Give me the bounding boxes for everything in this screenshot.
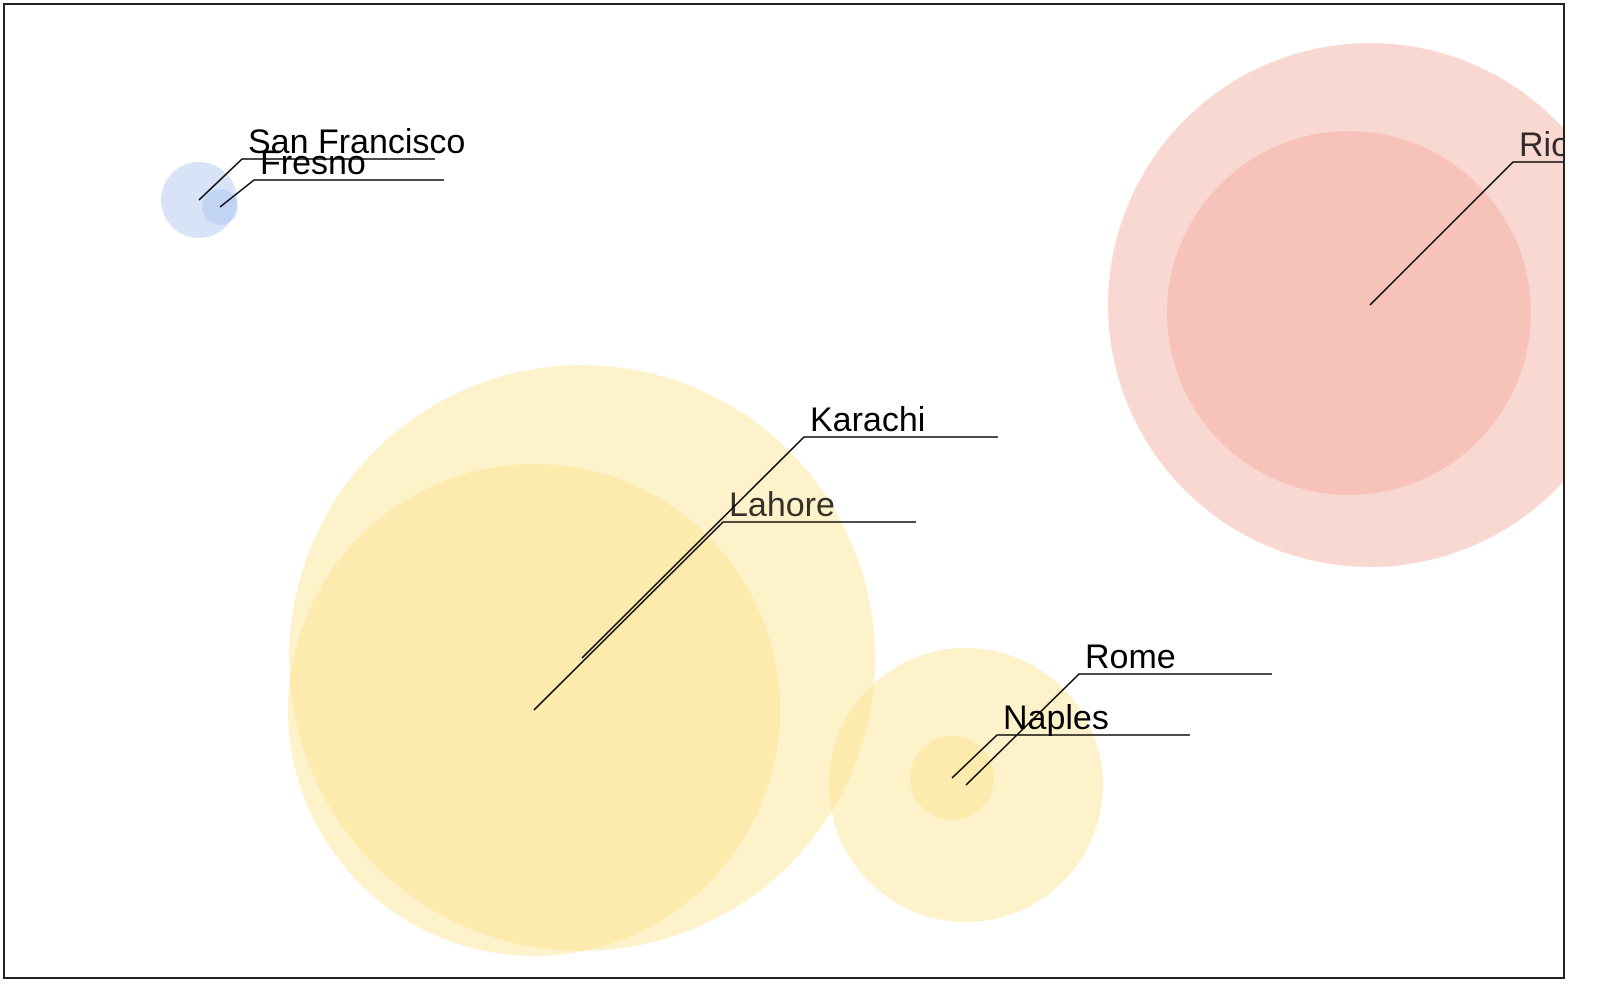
data-label-san-francisco: San Francisco [248, 123, 465, 161]
data-label-rome: Rome [1085, 638, 1176, 676]
leader-line-rio [1369, 161, 1563, 306]
data-label-lahore: Lahore [729, 486, 835, 524]
bubble-rio [1108, 43, 1563, 567]
leader-line-fresno [219, 179, 444, 208]
leader-line-san-francisco [198, 158, 435, 201]
bubble-unlabeled-2-1 [1167, 131, 1531, 495]
leader-line-naples [951, 734, 1190, 779]
data-label-naples: Naples [1003, 699, 1109, 737]
data-label-rio: Rio [1519, 126, 1565, 164]
leader-line-rome [965, 673, 1272, 786]
data-label-karachi: Karachi [810, 401, 925, 439]
leader-line-lahore [533, 521, 916, 711]
chart-frame: San Francisco Fresno Karachi Lahore Rome Napl… [3, 3, 1565, 979]
leader-line-karachi [581, 436, 998, 659]
data-label-fresno: Fresno [260, 144, 366, 182]
